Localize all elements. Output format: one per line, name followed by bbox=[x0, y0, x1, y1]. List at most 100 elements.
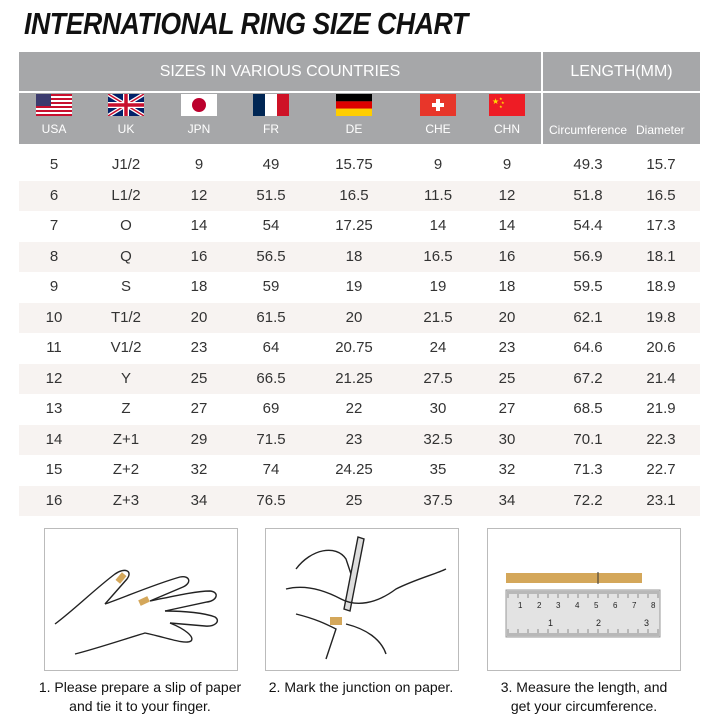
step-3-caption: 3. Measure the length, and get your circ… bbox=[469, 678, 699, 716]
cell-fr: 54 bbox=[262, 217, 280, 234]
cell-circumference: 71.3 bbox=[573, 461, 603, 478]
cell-jpn: 29 bbox=[190, 430, 208, 448]
cell-chn: 9 bbox=[502, 156, 512, 173]
ruler-cm-label: 4 bbox=[575, 601, 580, 610]
ruler-cm-label: 1 bbox=[518, 601, 523, 610]
cell-usa: 7 bbox=[49, 217, 59, 234]
cell-diameter: 18.1 bbox=[646, 247, 676, 265]
cell-diameter: 20.6 bbox=[646, 339, 676, 356]
cell-fr: 49 bbox=[262, 156, 280, 173]
cell-che: 16.5 bbox=[423, 247, 453, 265]
ruler-cm-label: 6 bbox=[613, 601, 618, 610]
country-jpn: JPN bbox=[169, 94, 229, 136]
cell-chn: 20 bbox=[498, 308, 516, 326]
country-code: JPN bbox=[187, 122, 211, 136]
ruler-inch-label: 2 bbox=[596, 618, 601, 628]
table-row: 15 Z+2 32 74 24.25 35 32 71.3 22.7 bbox=[19, 455, 700, 486]
cell-jpn: 23 bbox=[190, 339, 208, 356]
table-row: 13 Z 27 69 22 30 27 68.5 21.9 bbox=[19, 394, 700, 425]
cell-chn: 27 bbox=[498, 400, 516, 417]
cell-circumference: 56.9 bbox=[573, 247, 603, 265]
country-code: USA bbox=[41, 122, 67, 136]
cell-fr: 59 bbox=[262, 278, 280, 295]
cell-uk: V1/2 bbox=[110, 339, 142, 356]
cell-fr: 51.5 bbox=[256, 186, 286, 204]
cell-fr: 66.5 bbox=[256, 369, 286, 387]
step-3-line-1: 3. Measure the length, and bbox=[500, 679, 668, 695]
country-usa: USA bbox=[24, 94, 84, 136]
cell-uk: O bbox=[120, 217, 132, 234]
france-flag-icon bbox=[253, 94, 289, 116]
country-uk: UK bbox=[96, 94, 156, 136]
length-group-label: LENGTH(MM) bbox=[543, 52, 700, 93]
ruler-inch-label: 3 bbox=[644, 618, 649, 628]
cell-circumference: 49.3 bbox=[573, 156, 603, 173]
table-row: 6 L1/2 12 51.5 16.5 11.5 12 51.8 16.5 bbox=[19, 180, 700, 211]
cell-che: 21.5 bbox=[423, 308, 453, 326]
cell-che: 32.5 bbox=[423, 430, 453, 448]
cell-circumference: 70.1 bbox=[573, 430, 603, 448]
cell-fr: 74 bbox=[262, 461, 280, 478]
sizes-header: SIZES IN VARIOUS COUNTRIES USA UK JPN FR… bbox=[19, 52, 541, 144]
cell-fr: 61.5 bbox=[256, 308, 286, 326]
cell-chn: 34 bbox=[498, 491, 516, 509]
cell-che: 9 bbox=[433, 156, 443, 173]
cell-fr: 64 bbox=[262, 339, 280, 356]
china-flag-icon: ★ ★★★ bbox=[489, 94, 525, 116]
country-de: DE bbox=[324, 94, 384, 136]
sizes-group-label: SIZES IN VARIOUS COUNTRIES bbox=[19, 52, 541, 93]
ruler-cm-label: 8 bbox=[651, 601, 656, 610]
country-che: CHE bbox=[408, 94, 468, 136]
page-title: INTERNATIONAL RING SIZE CHART bbox=[24, 6, 468, 41]
uk-flag-icon bbox=[108, 94, 144, 116]
cell-de: 23 bbox=[345, 430, 363, 448]
cell-usa: 8 bbox=[49, 247, 59, 265]
cell-jpn: 20 bbox=[190, 308, 208, 326]
cell-de: 24.25 bbox=[335, 461, 373, 478]
step-1-illustration bbox=[44, 528, 238, 671]
cell-jpn: 27 bbox=[190, 400, 208, 417]
japan-flag-icon bbox=[181, 94, 217, 116]
cell-uk: T1/2 bbox=[110, 308, 141, 326]
cell-usa: 14 bbox=[45, 430, 63, 448]
cell-jpn: 12 bbox=[190, 186, 208, 204]
cell-usa: 11 bbox=[46, 339, 62, 356]
ruler-inch-label: 1 bbox=[548, 618, 553, 628]
cell-circumference: 72.2 bbox=[573, 491, 603, 509]
cell-circumference: 51.8 bbox=[573, 186, 603, 204]
table-row: 16 Z+3 34 76.5 25 37.5 34 72.2 23.1 bbox=[19, 485, 700, 516]
step-2-illustration bbox=[265, 528, 459, 671]
cell-uk: Y bbox=[120, 369, 131, 387]
circumference-label: Circumference bbox=[549, 123, 628, 137]
cell-usa: 5 bbox=[49, 156, 59, 173]
cell-chn: 14 bbox=[498, 217, 516, 234]
cell-de: 20 bbox=[345, 308, 363, 326]
svg-text:★: ★ bbox=[492, 97, 499, 106]
cell-de: 25 bbox=[345, 491, 363, 509]
cell-diameter: 15.7 bbox=[646, 156, 676, 173]
cell-usa: 6 bbox=[49, 186, 59, 204]
cell-de: 16.5 bbox=[339, 186, 369, 204]
country-code: CHE bbox=[425, 122, 451, 136]
svg-text:★: ★ bbox=[499, 104, 503, 109]
cell-chn: 23 bbox=[498, 339, 516, 356]
cell-diameter: 16.5 bbox=[646, 186, 676, 204]
cell-de: 19 bbox=[345, 278, 363, 295]
hand-with-paper-icon bbox=[54, 569, 219, 655]
cell-jpn: 18 bbox=[190, 278, 208, 295]
germany-flag-icon bbox=[336, 94, 372, 116]
cell-che: 24 bbox=[429, 339, 447, 356]
cell-usa: 13 bbox=[45, 400, 63, 417]
cell-chn: 16 bbox=[498, 247, 516, 265]
table-row: 5 J1/2 9 49 15.75 9 9 49.3 15.7 bbox=[19, 150, 700, 181]
country-code: FR bbox=[263, 122, 279, 136]
size-table: 5 J1/2 9 49 15.75 9 9 49.3 15.7 6 L1/2 12 51.5 16.5 11… bbox=[19, 150, 700, 516]
cell-che: 35 bbox=[429, 461, 447, 478]
cell-che: 19 bbox=[429, 278, 447, 295]
us-flag-icon bbox=[36, 94, 72, 116]
diameter-label: Diameter bbox=[636, 123, 685, 137]
cell-diameter: 18.9 bbox=[646, 278, 676, 295]
cell-jpn: 34 bbox=[190, 491, 208, 509]
cell-chn: 25 bbox=[498, 369, 516, 387]
